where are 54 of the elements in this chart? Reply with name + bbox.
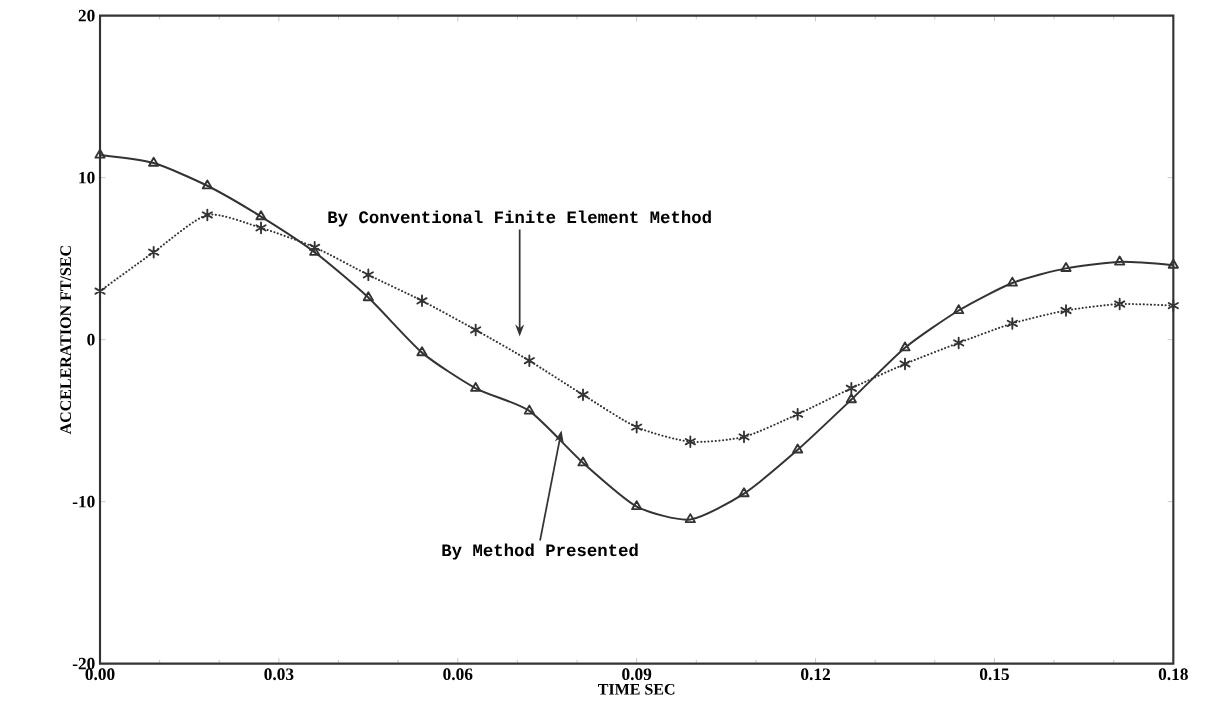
point: [201, 208, 213, 222]
point: [1114, 297, 1126, 311]
point: [953, 336, 965, 350]
point: [1167, 299, 1179, 312]
point: [416, 294, 428, 308]
x-axis-title: TIME SEC: [598, 683, 675, 695]
point: [523, 354, 535, 367]
y-tick-label: -20: [72, 657, 95, 670]
point: [631, 500, 643, 511]
point: [577, 456, 589, 467]
x-tick-label: 0.00: [85, 668, 115, 681]
point: [470, 323, 482, 337]
point: [362, 291, 374, 302]
point: [255, 210, 267, 221]
point: [899, 341, 911, 352]
x-tick-label: 0.03: [264, 668, 294, 681]
point: [792, 443, 804, 454]
point: [631, 420, 643, 434]
point: [255, 221, 267, 235]
point: [1060, 262, 1072, 272]
point: [148, 156, 160, 167]
annotation: By Method Presented: [442, 543, 638, 560]
point: [94, 148, 106, 159]
point: [899, 357, 911, 371]
y-tick-label: 20: [78, 9, 95, 22]
y-tick-label: 0: [87, 333, 95, 346]
annotation: By Conventional Finite Element Method: [328, 210, 711, 227]
y-tick-label: -10: [72, 495, 95, 508]
point: [1114, 255, 1126, 266]
point: [577, 388, 589, 402]
point: [684, 513, 696, 524]
y-tick-label: 10: [79, 171, 95, 184]
point: [523, 404, 535, 415]
x-tick-label: 0.18: [1158, 668, 1188, 681]
point: [792, 407, 804, 421]
point: [416, 346, 428, 357]
point: [1006, 276, 1018, 287]
point: [362, 268, 374, 282]
point: [1006, 317, 1018, 330]
point: [684, 435, 696, 448]
point: [201, 179, 213, 190]
point: [1167, 258, 1179, 269]
x-tick-label: 0.06: [443, 668, 473, 681]
point: [470, 381, 482, 392]
point: [1060, 304, 1072, 317]
point: [309, 241, 321, 254]
x-tick-label: 0.12: [801, 668, 830, 681]
x-tick-label: 0.15: [979, 668, 1009, 681]
x-tick-label: 0.09: [622, 668, 652, 681]
y-axis-title: ACCELERATION FT/SEC: [60, 246, 72, 435]
point: [738, 487, 750, 498]
point: [738, 430, 750, 444]
point: [953, 304, 965, 315]
point: [148, 245, 160, 259]
